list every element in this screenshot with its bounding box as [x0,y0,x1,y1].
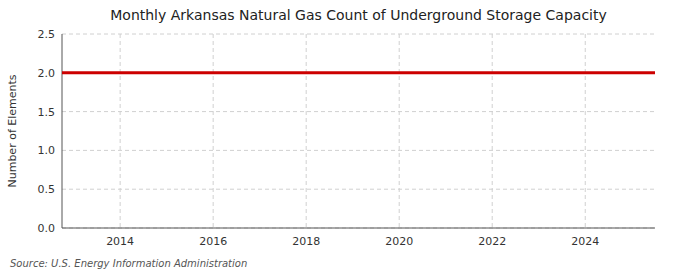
plot-data [62,72,655,73]
y-tick-label: 1.5 [38,106,56,119]
x-grid-line [306,34,307,228]
x-tick-label: 2014 [106,235,134,248]
x-grid-line [585,34,586,228]
x-tick-label: 2020 [385,235,413,248]
y-grid-line [62,150,655,151]
x-grid-line [492,34,493,228]
grid [62,34,655,228]
y-grid-line [62,72,655,73]
y-tick-label: 2.0 [38,67,56,80]
x-grid-line [399,34,400,228]
x-tick-label: 2024 [571,235,599,248]
data-line [62,71,655,74]
source-note: Source: U.S. Energy Information Administ… [10,258,247,269]
axes: 0.0 0.5 1.0 1.5 2.0 2.5 2014 2016 2018 2020 2022 20… [38,28,656,248]
title: Monthly Arkansas Natural Gas Count of Un… [110,7,607,23]
y-grid-line [62,111,655,112]
chart: 0.0 0.5 1.0 1.5 2.0 2.5 2014 2016 2018 2020 2022 20… [0,0,675,275]
y-axis-label: Number of Elements [6,74,19,187]
x-grid-line [120,34,121,228]
y-axis-line [62,34,63,228]
y-tick-label: 0.5 [38,183,56,196]
y-tick-label: 2.5 [38,28,56,41]
y-grid-line [62,34,655,35]
x-grid-line [213,34,214,228]
y-tick-label: 1.0 [38,144,56,157]
y-grid-line [62,228,655,229]
y-grid-line [62,189,655,190]
x-axis-line [62,228,655,229]
x-tick-label: 2018 [292,235,320,248]
x-tick-label: 2016 [199,235,227,248]
y-tick-label: 0.0 [38,222,56,235]
x-tick-label: 2022 [478,235,506,248]
